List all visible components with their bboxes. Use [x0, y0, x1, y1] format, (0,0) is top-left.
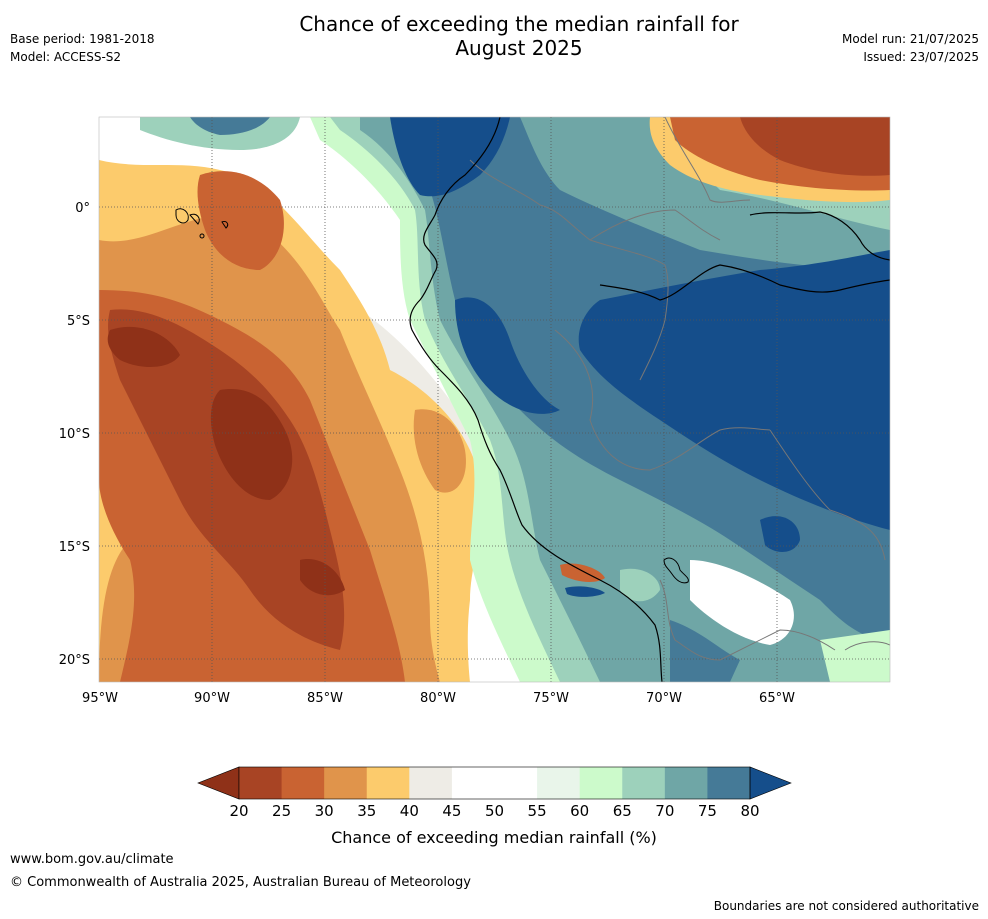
colorbar-cells [239, 767, 751, 799]
colorbar: 20 25 30 35 40 45 50 55 60 65 70 75 80 Chance of exc… [197, 766, 792, 847]
region-above-80-b [455, 297, 560, 414]
amazon-main-river [599, 264, 890, 301]
issued-text: Issued: 23/07/2025 [863, 50, 979, 64]
lon-tick-80w: 80°W [420, 691, 456, 706]
model-text: Model: ACCESS-S2 [10, 50, 122, 64]
region-20-25 [108, 309, 345, 650]
colorbar-label: Chance of exceeding median rainfall (%) [331, 828, 657, 847]
rainfall-probability-field [99, 117, 890, 682]
coastline [409, 117, 663, 682]
latitude-tick-labels: 0° 5°S 10°S 15°S 20°S [59, 201, 90, 668]
colorbar-tick-40: 40 [400, 802, 419, 820]
colorbar-cell-65-70 [622, 767, 666, 799]
colorbar-cell-45-50 [451, 767, 495, 799]
lon-tick-95w: 95°W [82, 691, 118, 706]
footer-copyright: © Commonwealth of Australia 2025, Austra… [10, 875, 471, 890]
forecast-info-right: Model run: 21/07/2025 Issued: 23/07/2025 [842, 30, 979, 66]
galapagos-islands [175, 208, 229, 239]
title-line-1: Chance of exceeding the median rainfall … [299, 12, 739, 36]
colorbar-tick-30: 30 [315, 802, 334, 820]
region-above-80-d [760, 516, 800, 552]
region-below-20-c [300, 559, 345, 596]
colorbar-cell-35-40 [366, 767, 410, 799]
country-borders [469, 117, 890, 661]
colorbar-outline [238, 766, 751, 800]
footer-url: www.bom.gov.au/climate [10, 852, 174, 867]
region-above-80-c [390, 117, 510, 197]
lon-tick-75w: 75°W [533, 691, 569, 706]
region-nw-wet-b [190, 117, 270, 135]
lon-tick-65w: 65°W [759, 691, 795, 706]
colorbar-tick-45: 45 [442, 802, 461, 820]
lat-tick-10s: 10°S [59, 427, 90, 442]
longitude-tick-labels: 95°W 90°W 85°W 80°W 75°W 70°W 65°W [82, 691, 795, 706]
colorbar-below-20-arrow [197, 766, 240, 800]
colorbar-tick-labels: 20 25 30 35 40 45 50 55 60 65 70 75 80 [229, 802, 759, 820]
lon-tick-85w: 85°W [307, 691, 343, 706]
colorbar-cell-70-75 [664, 767, 708, 799]
region-galapagos-dry [197, 171, 284, 270]
colorbar-tick-55: 55 [528, 802, 547, 820]
model-run-text: Model run: 21/07/2025 [841, 32, 979, 46]
region-coastal-dry [413, 409, 466, 493]
colorbar-cell-60-65 [579, 767, 623, 799]
region-south-wet [565, 586, 605, 597]
colorbar-tick-70: 70 [655, 802, 674, 820]
colorbar-tick-75: 75 [698, 802, 717, 820]
colorbar-tick-80: 80 [740, 802, 759, 820]
forecast-info-left: Base period: 1981-2018 Model: ACCESS-S2 [10, 30, 155, 66]
colorbar-cell-50-55 [494, 767, 538, 799]
lon-tick-70w: 70°W [646, 691, 682, 706]
lon-tick-90w: 90°W [194, 691, 230, 706]
region-south-andes-wet [670, 620, 740, 682]
base-period-text: Base period: 1981-2018 [10, 32, 155, 46]
colorbar-cell-30-35 [324, 767, 368, 799]
region-ne-dry-c [740, 117, 890, 176]
lat-tick-15s: 15°S [59, 540, 90, 555]
lat-tick-0: 0° [75, 201, 90, 216]
colorbar-cell-40-45 [409, 767, 453, 799]
lat-tick-5s: 5°S [67, 314, 90, 329]
graticule [99, 117, 890, 682]
title-line-2: August 2025 [455, 36, 583, 60]
colorbar-tick-25: 25 [272, 802, 291, 820]
region-below-20-a [210, 389, 293, 500]
region-se-moist [820, 630, 890, 682]
colorbar-tick-65: 65 [613, 802, 632, 820]
lat-tick-20s: 20°S [59, 653, 90, 668]
colorbar-tick-50: 50 [485, 802, 504, 820]
colorbar-cell-20-25 [239, 767, 283, 799]
map-title: Chance of exceeding the median rainfall … [224, 12, 814, 60]
colorbar-above-80-arrow [749, 766, 792, 800]
colorbar-cell-55-60 [537, 767, 581, 799]
region-titicaca [620, 568, 660, 602]
amazon-river-outline [749, 211, 890, 261]
region-altiplano-normal [690, 560, 794, 645]
lake-titicaca [663, 557, 689, 584]
colorbar-tick-20: 20 [229, 802, 248, 820]
colorbar-cell-75-80 [707, 767, 751, 799]
footer-boundary-note: Boundaries are not considered authoritat… [713, 899, 979, 913]
colorbar-tick-60: 60 [570, 802, 589, 820]
map-frame [98, 116, 891, 683]
colorbar-cell-25-30 [281, 767, 325, 799]
region-below-20-b [107, 326, 180, 367]
colorbar-tick-35: 35 [357, 802, 376, 820]
region-above-80-a [578, 250, 890, 530]
